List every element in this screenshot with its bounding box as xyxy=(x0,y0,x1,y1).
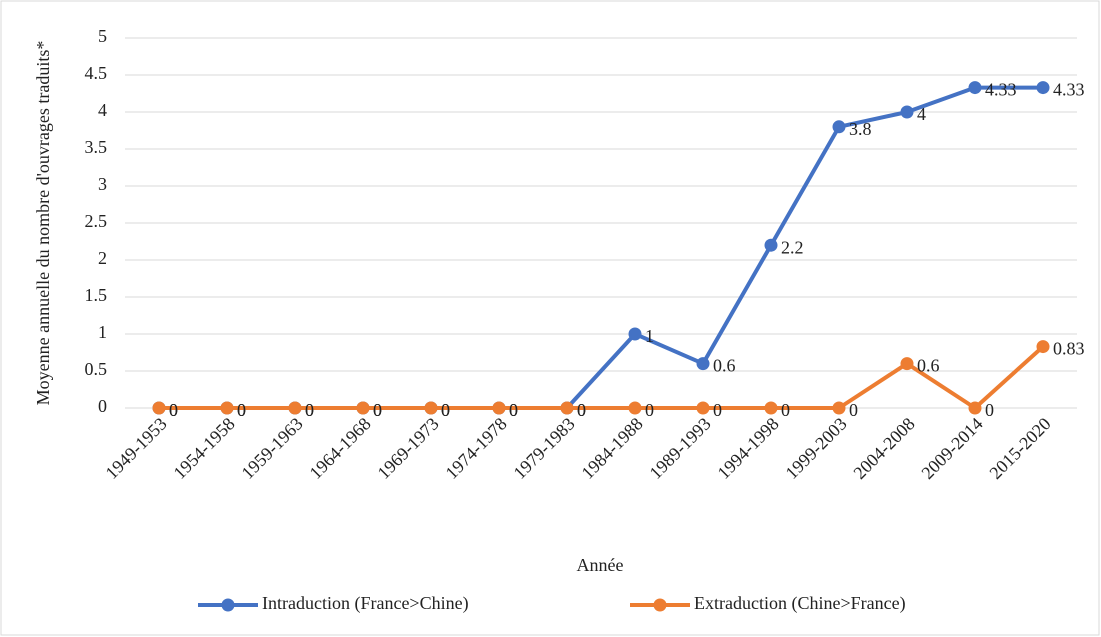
data-label: 0 xyxy=(645,400,654,420)
y-tick-label: 3.5 xyxy=(85,137,108,157)
data-label: 0 xyxy=(441,400,450,420)
y-tick-label: 0.5 xyxy=(85,359,108,379)
data-label: 4 xyxy=(917,104,926,124)
data-label: 0 xyxy=(781,400,790,420)
y-tick-label: 0 xyxy=(98,396,107,416)
data-label: 0 xyxy=(169,400,178,420)
data-point xyxy=(764,238,778,252)
data-label: 0 xyxy=(373,400,382,420)
data-point xyxy=(832,120,846,134)
data-point xyxy=(900,357,914,371)
data-label: 2.2 xyxy=(781,237,804,257)
data-point xyxy=(220,401,234,415)
data-point xyxy=(1036,340,1050,354)
data-label: 0 xyxy=(373,400,382,420)
data-point xyxy=(832,401,846,415)
data-label: 1 xyxy=(645,326,654,346)
data-label: 0 xyxy=(577,400,586,420)
legend-marker xyxy=(221,598,235,612)
data-label: 0 xyxy=(237,400,246,420)
data-label: 4.33 xyxy=(1053,80,1085,100)
y-tick-label: 2 xyxy=(98,248,107,268)
y-tick-label: 1 xyxy=(98,322,107,342)
data-label: 0 xyxy=(169,400,178,420)
data-point xyxy=(560,401,574,415)
y-axis-title: Moyenne annuelle du nombre d'ouvrages tr… xyxy=(33,41,53,406)
y-tick-label: 3 xyxy=(98,174,107,194)
legend-label: Extraduction (Chine>France) xyxy=(694,593,906,614)
data-label: 0 xyxy=(305,400,314,420)
data-label: 0 xyxy=(509,400,518,420)
data-point xyxy=(696,401,710,415)
data-point xyxy=(424,401,438,415)
data-point xyxy=(968,401,982,415)
data-point xyxy=(356,401,370,415)
data-label: 0.6 xyxy=(713,356,736,376)
data-point xyxy=(152,401,166,415)
legend-marker xyxy=(653,598,667,612)
x-axis-title: Année xyxy=(577,555,624,575)
data-label: 0 xyxy=(237,400,246,420)
legend-label: Intraduction (France>Chine) xyxy=(262,593,469,614)
data-label: 0 xyxy=(577,400,586,420)
data-label: 0 xyxy=(509,400,518,420)
data-point xyxy=(1036,81,1050,95)
y-tick-label: 2.5 xyxy=(85,211,108,231)
series-line xyxy=(159,345,1045,410)
data-label: 0 xyxy=(305,400,314,420)
y-tick-label: 4 xyxy=(98,100,107,120)
data-point xyxy=(764,401,778,415)
data-label: 0 xyxy=(985,400,994,420)
y-tick-label: 4.5 xyxy=(85,63,108,83)
y-tick-label: 5 xyxy=(98,26,107,46)
data-label: 4.33 xyxy=(985,80,1017,100)
data-label: 0 xyxy=(713,400,722,420)
data-point xyxy=(288,401,302,415)
data-label: 0.83 xyxy=(1053,339,1085,359)
data-point xyxy=(628,401,642,415)
data-point xyxy=(492,401,506,415)
data-point xyxy=(900,105,914,119)
y-tick-label: 1.5 xyxy=(85,285,108,305)
data-label: 3.8 xyxy=(849,119,872,139)
data-label: 0 xyxy=(849,400,858,420)
data-point xyxy=(696,357,710,371)
data-label: 0.6 xyxy=(917,356,940,376)
data-point xyxy=(968,81,982,95)
data-point xyxy=(628,327,642,341)
data-label: 0 xyxy=(441,400,450,420)
